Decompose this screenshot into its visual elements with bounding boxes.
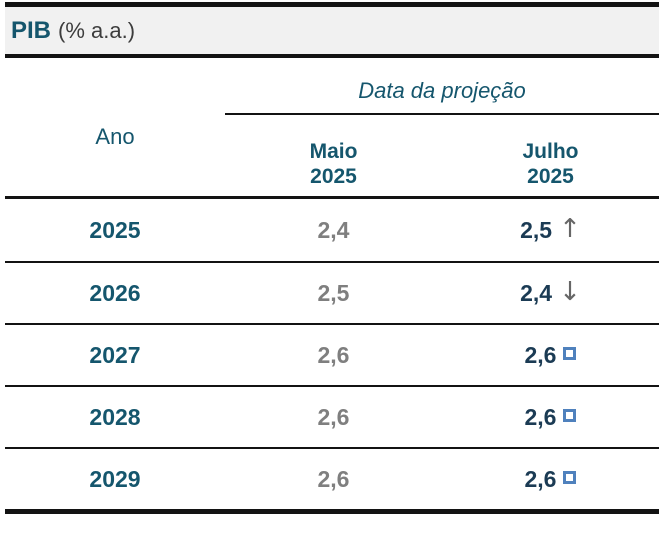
- projection-column-headers: Maio 2025 Julho 2025: [225, 115, 659, 196]
- year-cell: 2025: [89, 216, 141, 243]
- year-cell: 2027: [89, 341, 141, 368]
- table-row: 2028 2,6 2,6: [5, 385, 659, 447]
- julho-value-cell: 2,6: [442, 404, 659, 431]
- table-header: Ano Data da projeção Maio 2025 Julho 202…: [5, 58, 659, 199]
- maio-value-cell: 2,4: [317, 216, 350, 243]
- projection-group-label: Data da projeção: [225, 58, 659, 115]
- column-month: Julho: [522, 140, 579, 164]
- julho-value-cell: 2,6: [442, 466, 659, 493]
- julho-value: 2,6: [524, 403, 557, 430]
- julho-value-cell: 2,5 ↑: [442, 214, 659, 244]
- pib-projection-table: PIB (% a.a.) Ano Data da projeção Maio 2…: [5, 2, 659, 514]
- year-cell: 2026: [89, 279, 141, 306]
- column-header-julho-2025: Julho 2025: [442, 140, 659, 190]
- julho-value-cell: 2,6: [442, 342, 659, 369]
- no-change-square-icon: [563, 346, 577, 360]
- julho-value: 2,6: [524, 341, 557, 368]
- table-row: 2027 2,6 2,6: [5, 323, 659, 385]
- table-title-band: PIB (% a.a.): [5, 7, 659, 58]
- column-month: Maio: [309, 140, 358, 164]
- table-body: 2025 2,4 2,5 ↑ 2026 2,5 2,4 ↓ 2027 2,6 2…: [5, 199, 659, 514]
- no-change-square-icon: [563, 408, 577, 422]
- julho-value: 2,4: [520, 279, 553, 306]
- maio-value-cell: 2,5: [317, 279, 350, 306]
- down-arrow-icon: ↓: [559, 277, 581, 307]
- maio-value-cell: 2,6: [317, 341, 350, 368]
- maio-value-cell: 2,6: [317, 403, 350, 430]
- no-change-square-icon: [563, 470, 577, 484]
- year-column-header: Ano: [95, 124, 135, 149]
- julho-value-cell: 2,4 ↓: [442, 277, 659, 307]
- table-row: 2029 2,6 2,6: [5, 447, 659, 509]
- up-arrow-icon: ↑: [559, 214, 581, 244]
- julho-value: 2,6: [524, 465, 557, 492]
- column-year: 2025: [310, 165, 357, 189]
- column-year: 2025: [527, 165, 574, 189]
- table-title: PIB: [11, 16, 52, 44]
- table-row: 2026 2,5 2,4 ↓: [5, 261, 659, 323]
- table-row: 2025 2,4 2,5 ↑: [5, 199, 659, 261]
- projection-header-group: Data da projeção Maio 2025 Julho 2025: [225, 58, 659, 196]
- table-title-unit: (% a.a.): [58, 17, 136, 43]
- year-cell: 2029: [89, 465, 141, 492]
- maio-value-cell: 2,6: [317, 465, 350, 492]
- julho-value: 2,5: [520, 216, 553, 243]
- column-header-maio-2025: Maio 2025: [225, 140, 442, 190]
- year-cell: 2028: [89, 403, 141, 430]
